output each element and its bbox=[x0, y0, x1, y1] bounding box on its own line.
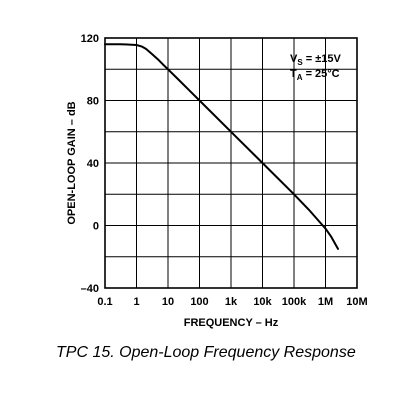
y-tick-label: –40 bbox=[81, 283, 99, 295]
x-tick-label: 1M bbox=[318, 296, 333, 308]
figure-caption: TPC 15. Open-Loop Frequency Response bbox=[56, 344, 356, 361]
x-tick-label: 1 bbox=[133, 296, 139, 308]
y-tick-label: 40 bbox=[87, 158, 99, 170]
x-axis-ticks: 0.1 1 10 100 1k 10k 100k 1M 10M bbox=[97, 296, 367, 308]
x-tick-label: 10M bbox=[346, 296, 367, 308]
y-tick-label: 80 bbox=[87, 96, 99, 108]
x-tick-label: 10k bbox=[253, 296, 272, 308]
x-tick-label: 0.1 bbox=[97, 296, 112, 308]
x-tick-label: 100 bbox=[190, 296, 208, 308]
x-tick-label: 10 bbox=[162, 296, 174, 308]
annotation-line: TA = 25°C bbox=[290, 68, 340, 82]
y-axis-ticks: –40 0 40 80 120 bbox=[81, 33, 99, 295]
y-axis-label: OPEN-LOOP GAIN – dB bbox=[66, 101, 78, 224]
x-tick-label: 100k bbox=[282, 296, 307, 308]
plot-frame bbox=[104, 37, 358, 289]
y-tick-label: 120 bbox=[81, 33, 99, 45]
x-axis-label: FREQUENCY – Hz bbox=[184, 317, 279, 329]
y-tick-label: 0 bbox=[93, 221, 99, 233]
annotation-line: VS = ±15V bbox=[290, 53, 341, 67]
series-line-open-loop-gain bbox=[104, 43, 339, 250]
x-tick-label: 1k bbox=[225, 296, 238, 308]
